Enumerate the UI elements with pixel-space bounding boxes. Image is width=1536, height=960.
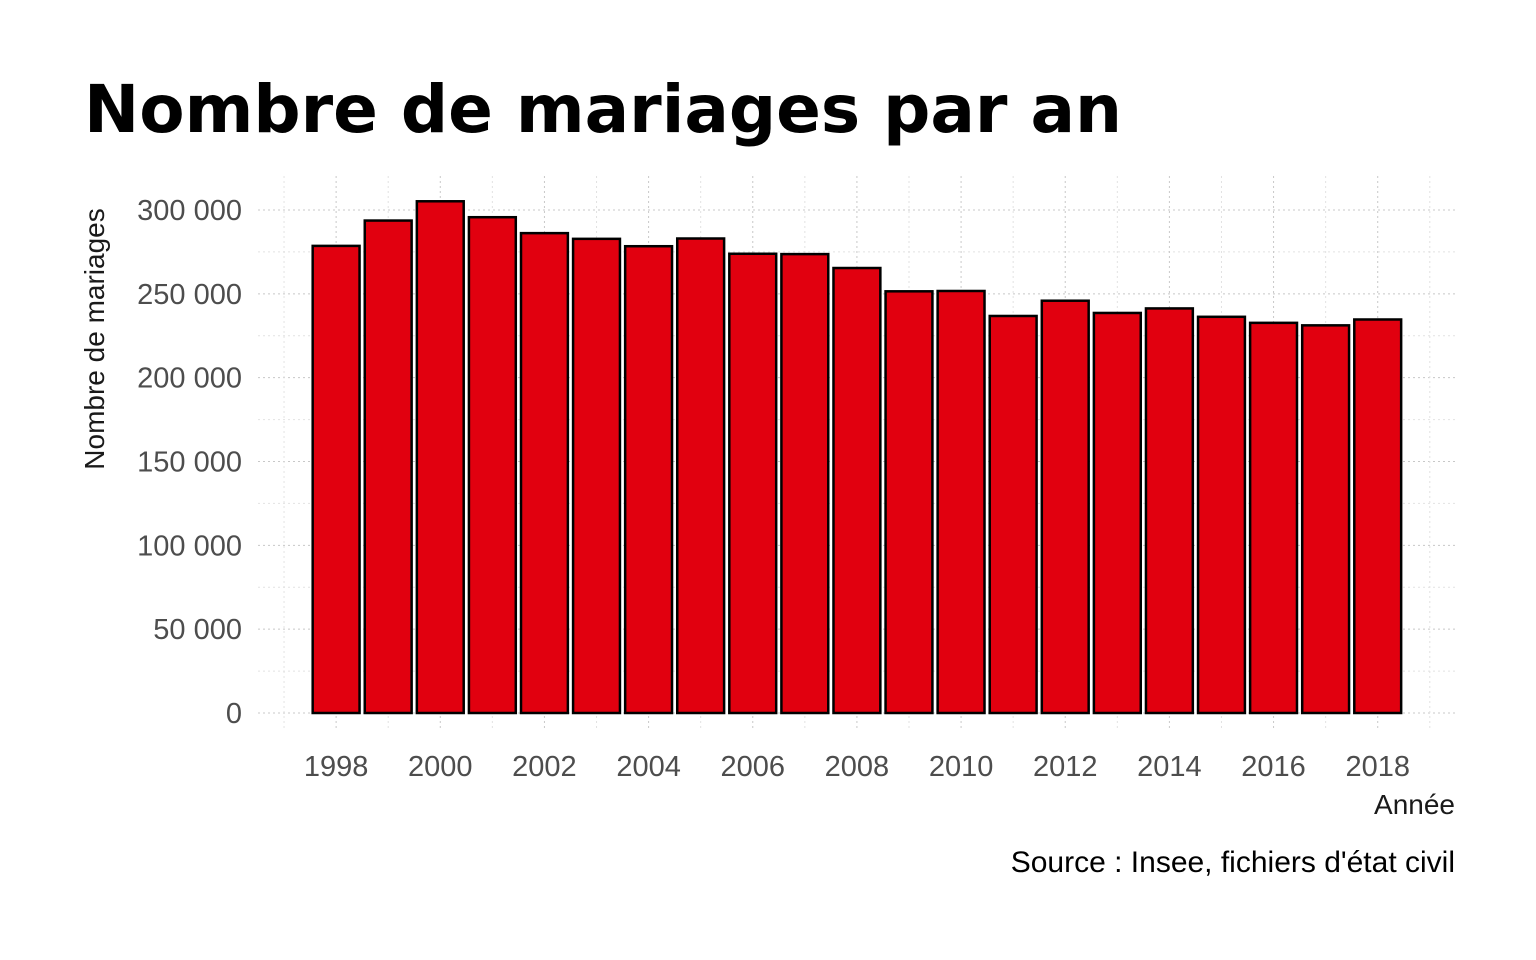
bar-2016	[1248, 321, 1299, 715]
x-tick-label: 2010	[929, 751, 994, 783]
y-axis-ticks: 0 50 000 100 000 150 000 200 000 250 000 300 0…	[137, 195, 242, 730]
bar-2009	[884, 290, 934, 715]
bar-2012	[1040, 299, 1090, 715]
x-tick-label: 2014	[1137, 751, 1202, 783]
bar-2003	[571, 237, 622, 715]
bar-2014	[1144, 307, 1195, 715]
x-tick-label: 2016	[1241, 751, 1306, 783]
bar-2000	[415, 200, 465, 715]
bar-2006	[728, 252, 778, 715]
bar-1998	[311, 244, 361, 715]
y-tick-label: 200 000	[137, 363, 242, 395]
bar-2013	[1092, 311, 1143, 715]
y-tick-label: 150 000	[137, 447, 242, 479]
bar-2007	[780, 252, 830, 715]
bar-2011	[988, 314, 1038, 715]
x-tick-label: 1998	[304, 751, 369, 783]
bar-2015	[1196, 315, 1247, 715]
bar-2010	[936, 289, 986, 715]
y-tick-label: 250 000	[137, 279, 242, 311]
bar-2002	[519, 231, 570, 715]
x-tick-label: 2000	[408, 751, 473, 783]
source-caption: Source : Insee, fichiers d'état civil	[1011, 846, 1455, 879]
bar-2017	[1300, 324, 1351, 715]
x-axis-ticks: 1998 2000 2002 2004 2006 2008 2010 2012 2014 2016…	[304, 751, 1410, 783]
bar-2018	[1353, 318, 1403, 715]
bars	[311, 200, 1403, 715]
x-axis-label: Année	[1374, 789, 1455, 820]
x-tick-label: 2012	[1033, 751, 1098, 783]
bar-2005	[675, 237, 726, 715]
chart-title: Nombre de mariages par an	[84, 71, 1122, 148]
y-tick-label: 100 000	[137, 530, 242, 562]
bar-2001	[467, 215, 518, 715]
y-tick-label: 300 000	[137, 195, 242, 227]
bar-2004	[623, 244, 674, 715]
y-tick-label: 0	[226, 698, 242, 730]
y-axis-label: Nombre de mariages	[79, 208, 110, 469]
x-tick-label: 2008	[825, 751, 890, 783]
bar-2008	[832, 266, 882, 715]
x-tick-label: 2006	[721, 751, 786, 783]
x-tick-label: 2002	[512, 751, 577, 783]
y-tick-label: 50 000	[153, 614, 242, 646]
x-tick-label: 2018	[1345, 751, 1410, 783]
x-tick-label: 2004	[616, 751, 681, 783]
bar-1999	[363, 219, 413, 715]
